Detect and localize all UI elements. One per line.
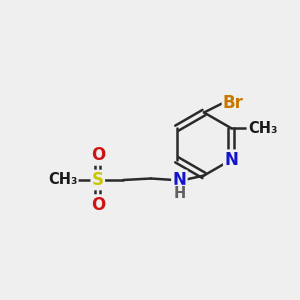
Text: O: O: [91, 146, 105, 164]
Text: N: N: [172, 171, 186, 189]
Text: CH₃: CH₃: [48, 172, 77, 188]
Text: CH₃: CH₃: [248, 121, 277, 136]
Text: Br: Br: [223, 94, 244, 112]
Text: S: S: [92, 171, 104, 189]
Text: H: H: [173, 186, 185, 201]
Text: N: N: [224, 151, 238, 169]
Text: O: O: [91, 196, 105, 214]
